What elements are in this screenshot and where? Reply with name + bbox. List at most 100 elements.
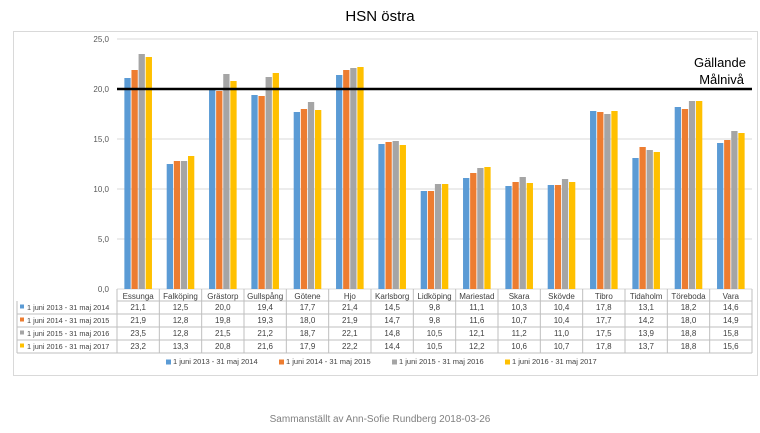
bar — [138, 54, 145, 289]
bar — [166, 164, 173, 289]
table-value: 18,7 — [300, 329, 316, 338]
table-value: 20,0 — [215, 303, 231, 312]
table-series-label: 1 juni 2014 - 31 maj 2015 — [27, 316, 109, 325]
table-value: 11,6 — [469, 316, 485, 325]
bar — [681, 109, 689, 289]
bar — [653, 152, 660, 289]
x-category-label: Skövde — [548, 292, 575, 301]
bar — [420, 191, 427, 289]
bar — [547, 185, 554, 289]
bar — [399, 145, 406, 289]
table-legend-key — [20, 317, 24, 322]
bar — [307, 102, 315, 289]
table-value: 21,2 — [257, 329, 273, 338]
bar — [265, 77, 272, 289]
table-value: 10,6 — [511, 342, 527, 351]
table-value: 14,4 — [384, 342, 400, 351]
bar — [293, 112, 300, 289]
chart-frame: 0,0 5,0 10,0 15,0 20,0 25,0 Gällande Målnivå Ess… — [13, 31, 758, 376]
x-category-label: Tidaholm — [630, 292, 663, 301]
table-value: 15,6 — [723, 342, 739, 351]
bar — [124, 78, 131, 289]
legend-label: 1 juni 2013 - 31 maj 2014 — [173, 357, 258, 366]
table-legend-key — [20, 330, 24, 335]
table-value: 19,8 — [215, 316, 231, 325]
table-value: 21,1 — [130, 303, 146, 312]
table-value: 21,6 — [257, 342, 273, 351]
table-value: 19,3 — [257, 316, 273, 325]
bar — [470, 173, 477, 289]
bar — [209, 89, 216, 289]
bar-chart: 0,0 5,0 10,0 15,0 20,0 25,0 Gällande Målnivå Ess… — [16, 35, 753, 366]
table-value: 14,8 — [384, 329, 400, 338]
bar — [561, 179, 569, 289]
x-category-label: Töreboda — [671, 292, 706, 301]
bar — [272, 73, 279, 289]
table-value: 11,0 — [554, 329, 570, 338]
table-value: 9,8 — [429, 316, 441, 325]
table-value: 13,1 — [638, 303, 654, 312]
table-value: 18,2 — [681, 303, 697, 312]
table-value: 10,7 — [554, 342, 570, 351]
y-tick-label: 0,0 — [98, 285, 110, 294]
bar — [434, 184, 442, 289]
x-category-label: Karlsborg — [375, 292, 409, 301]
bar — [131, 70, 138, 289]
table-value: 14,2 — [638, 316, 654, 325]
x-category-label: Mariestad — [459, 292, 494, 301]
bar — [463, 178, 470, 289]
chart-title: HSN östra — [345, 8, 415, 25]
table-value: 17,7 — [300, 303, 316, 312]
bar — [258, 96, 265, 289]
table-value: 17,7 — [596, 316, 612, 325]
table-value: 12,8 — [173, 316, 189, 325]
bar — [173, 161, 181, 289]
table-value: 17,9 — [300, 342, 316, 351]
table-value: 15,8 — [723, 329, 739, 338]
y-tick-label: 25,0 — [93, 35, 109, 44]
bar — [554, 185, 562, 289]
bar — [392, 141, 399, 289]
legend-key — [505, 359, 510, 365]
table-value: 12,1 — [469, 329, 485, 338]
bar — [731, 131, 738, 289]
table-value: 22,2 — [342, 342, 358, 351]
table-value: 17,8 — [596, 342, 612, 351]
legend-key — [392, 359, 397, 365]
bar — [145, 57, 152, 289]
x-category-label: Falköping — [163, 292, 198, 301]
table-value: 12,5 — [173, 303, 189, 312]
bar — [484, 167, 491, 289]
bar — [590, 111, 597, 289]
bar — [604, 114, 611, 289]
bar — [632, 158, 639, 289]
x-category-label: Skara — [509, 292, 530, 301]
bar — [717, 143, 724, 289]
bar — [519, 177, 526, 289]
table-value: 18,0 — [300, 316, 316, 325]
bar — [251, 95, 258, 289]
bar — [696, 101, 703, 289]
bar — [315, 110, 322, 289]
bar — [611, 111, 618, 289]
x-category-label: Hjo — [344, 292, 357, 301]
bar — [569, 182, 576, 289]
bar — [597, 112, 604, 289]
bar — [477, 168, 484, 289]
y-tick-label: 10,0 — [93, 185, 109, 194]
table-value: 21,5 — [215, 329, 231, 338]
bar — [378, 144, 385, 289]
legend-key — [166, 359, 171, 365]
table-value: 23,5 — [130, 329, 146, 338]
y-tick-label: 15,0 — [93, 135, 109, 144]
table-value: 10,3 — [511, 303, 527, 312]
table-value: 14,7 — [384, 316, 400, 325]
table-value: 17,8 — [596, 303, 612, 312]
table-value: 21,9 — [130, 316, 146, 325]
table-value: 21,4 — [342, 303, 358, 312]
x-category-label: Grästorp — [207, 292, 239, 301]
bar — [180, 161, 188, 289]
x-category-label: Götene — [294, 292, 321, 301]
bar — [646, 150, 653, 289]
table-series-label: 1 juni 2015 - 31 maj 2016 — [27, 329, 109, 338]
